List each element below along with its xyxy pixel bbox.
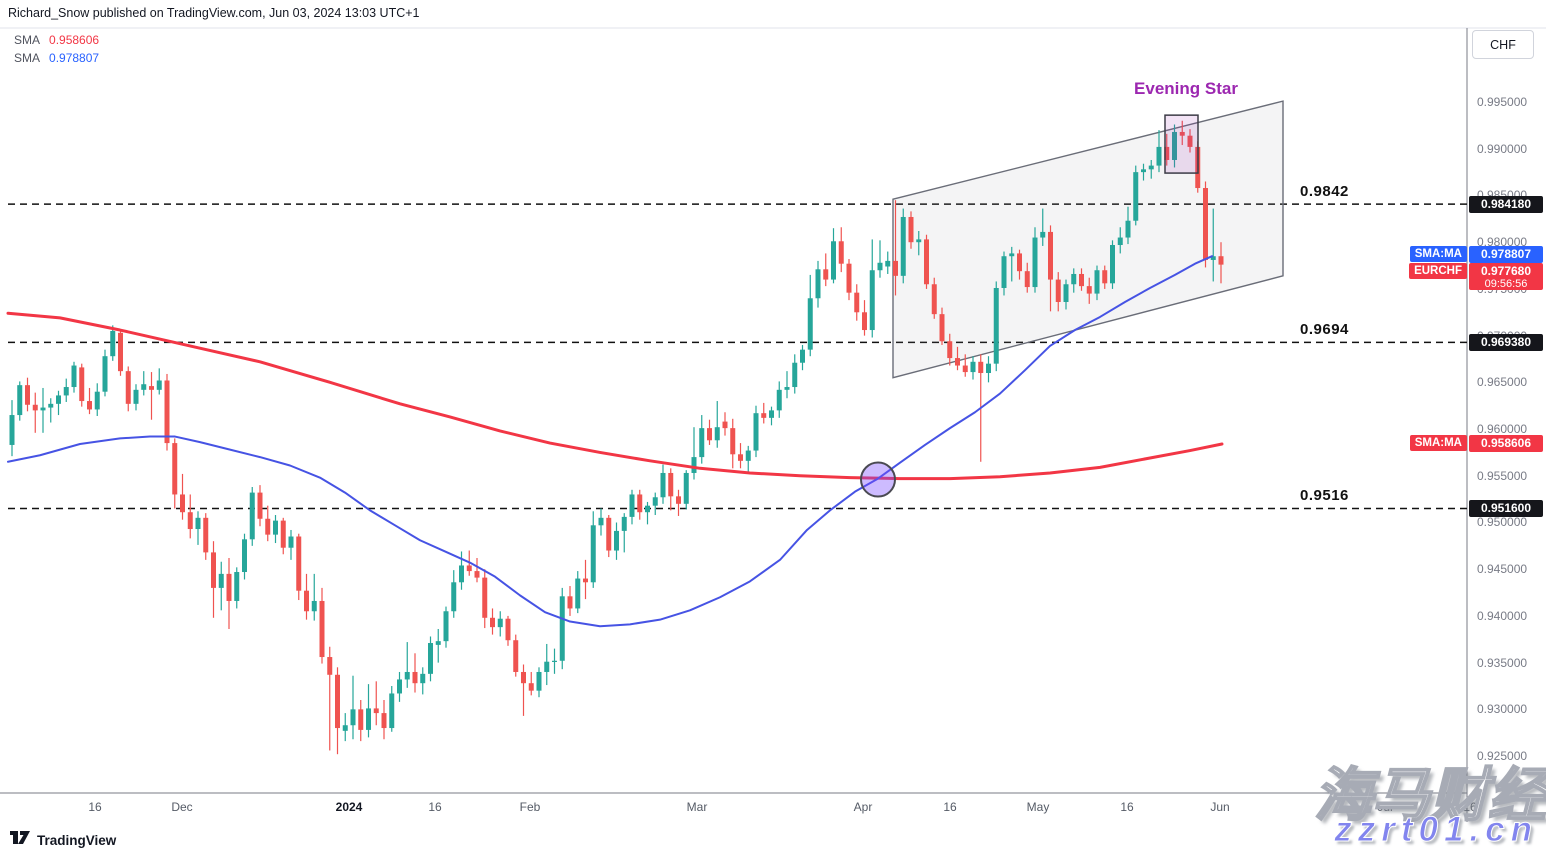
price-badge-level: 0.969380 <box>1469 333 1543 351</box>
time-axis-tick: 16 <box>943 800 957 814</box>
evening-star-annotation[interactable]: Evening Star <box>1134 79 1238 98</box>
price-axis-tick: 0.965000 <box>1477 375 1528 390</box>
tradingview-logo-icon <box>10 831 31 849</box>
price-axis-tick: 0.950000 <box>1477 515 1528 530</box>
price-axis-tick: 0.990000 <box>1477 141 1528 156</box>
price-badge-eurchf: 0.977680 09:56:56 <box>1469 262 1543 290</box>
time-axis-tick: May <box>1026 800 1050 814</box>
price-badge-sma-ma: 0.978807 <box>1469 245 1543 263</box>
price-axis-tick: 0.935000 <box>1477 655 1528 670</box>
indicator-legend[interactable]: SMA 0.958606 SMA 0.978807 <box>14 31 99 67</box>
sma-blue-value: 0.978807 <box>49 51 100 65</box>
sma-label: SMA <box>14 33 41 47</box>
tradingview-footer-link[interactable]: TradingView <box>10 831 116 849</box>
legend-sma-red[interactable]: SMA 0.958606 <box>14 31 99 49</box>
price-axis-tick: 0.960000 <box>1477 422 1528 436</box>
sma-red-value: 0.958606 <box>49 33 100 47</box>
time-axis-tick: 16 <box>1463 800 1477 814</box>
sma-cross-circle-drawing[interactable] <box>860 461 896 498</box>
price-axis-tick: 0.980000 <box>1477 235 1528 250</box>
currency-toggle-button[interactable]: CHF <box>1472 30 1534 59</box>
time-axis-tick: Jun <box>1210 800 1230 814</box>
ascending-channel-drawing[interactable] <box>892 100 1284 379</box>
price-badge-level: 0.951600 <box>1469 499 1543 517</box>
time-axis-tick: 16 <box>1120 800 1134 814</box>
sma-blue-line[interactable] <box>7 255 1213 628</box>
price-axis-tick: 0.995000 <box>1477 95 1528 109</box>
series-tag-sma-ma: SMA:MA <box>1409 245 1467 262</box>
legend-sma-blue[interactable]: SMA 0.978807 <box>14 49 99 67</box>
watermark-cjk: 海马财经 <box>1313 762 1546 829</box>
price-badge-level: 0.984180 <box>1469 195 1543 213</box>
candlestick-series[interactable] <box>9 120 1224 755</box>
evening-star-box-drawing[interactable] <box>1164 114 1199 174</box>
time-axis-tick: Mar <box>686 800 708 814</box>
series-tag-eurchf: EURCHF <box>1409 262 1467 279</box>
level-price-label[interactable]: 0.9694 <box>1300 321 1349 339</box>
tradingview-brand-text: TradingView <box>37 832 117 848</box>
price-axis-tick: 0.925000 <box>1477 749 1528 763</box>
price-axis-tick: 0.940000 <box>1477 608 1528 623</box>
price-axis-tick: 0.955000 <box>1477 468 1528 483</box>
time-axis-tick: Feb <box>519 800 541 814</box>
sma-label: SMA <box>14 51 41 65</box>
price-badge-sma-ma: 0.958606 <box>1469 434 1543 452</box>
level-price-label[interactable]: 0.9842 <box>1300 183 1349 201</box>
level-price-label[interactable]: 0.9516 <box>1300 487 1349 505</box>
time-axis-tick: 16 <box>88 800 102 814</box>
price-axis-tick: 0.930000 <box>1477 702 1528 717</box>
sma-red-line[interactable] <box>6 311 1224 481</box>
price-axis-tick: 0.945000 <box>1477 562 1528 577</box>
time-axis-tick: 16 <box>428 800 442 814</box>
watermark-url: zzrt01.cn <box>1334 810 1538 850</box>
time-axis-tick: 2024 <box>335 800 363 814</box>
attribution-text: Richard_Snow published on TradingView.co… <box>8 6 420 20</box>
time-axis-tick: Apr <box>853 800 873 814</box>
time-axis-tick: Jul <box>1377 800 1393 814</box>
time-axis-tick: Dec <box>171 800 193 814</box>
series-tag-sma-ma: SMA:MA <box>1409 434 1467 451</box>
